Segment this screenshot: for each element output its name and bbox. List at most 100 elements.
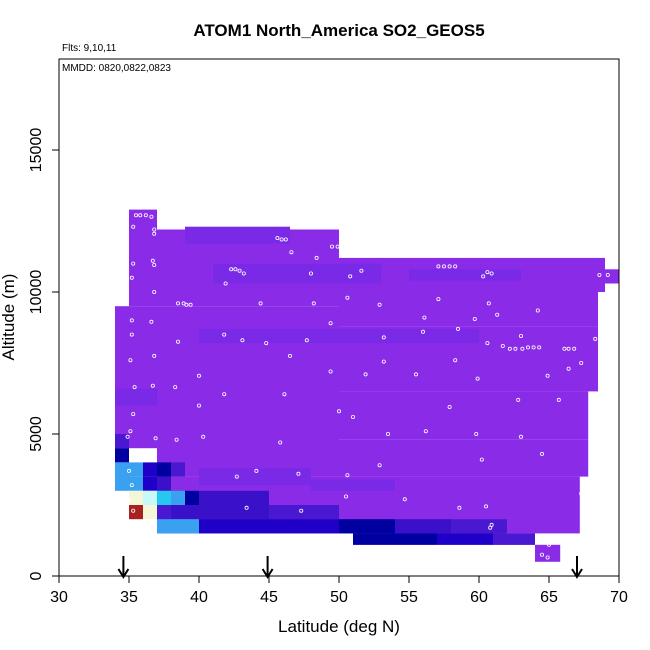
flight-point <box>513 346 518 351</box>
flight-point <box>308 271 313 276</box>
heatmap-cell <box>199 328 479 344</box>
flight-track-points <box>125 213 610 560</box>
heatmap-cell <box>269 505 339 520</box>
heatmap-cell <box>157 519 199 534</box>
flight-point <box>540 552 545 557</box>
heatmap-cell <box>339 519 395 534</box>
latitude-arrow <box>571 556 583 579</box>
flight-point <box>359 268 364 273</box>
heatmap-cell <box>157 462 171 477</box>
flight-point <box>153 436 158 441</box>
flight-point <box>133 213 138 218</box>
flight-point <box>129 318 134 323</box>
flight-point <box>520 346 525 351</box>
heatmap-cell <box>339 391 589 440</box>
flight-point <box>545 373 550 378</box>
flight-point <box>201 434 206 439</box>
flight-point <box>233 267 238 272</box>
flight-point <box>329 244 334 249</box>
flight-point <box>335 244 340 249</box>
heatmap-cell <box>129 490 143 505</box>
flight-point <box>129 275 134 280</box>
x-tick-label: 30 <box>50 589 68 606</box>
flight-point <box>605 272 610 277</box>
heatmap-cell <box>409 269 521 281</box>
flight-point <box>537 345 542 350</box>
heatmap-cell <box>157 476 171 491</box>
x-tick-label: 50 <box>330 589 348 606</box>
x-tick-label: 40 <box>190 589 208 606</box>
flight-point <box>223 281 228 286</box>
flight-point <box>229 267 234 272</box>
flight-point <box>196 403 201 408</box>
flight-point <box>481 274 486 279</box>
flight-point <box>566 346 571 351</box>
flight-point <box>385 431 390 436</box>
heatmap-cell <box>157 490 171 505</box>
flight-point <box>584 477 589 482</box>
flight-point <box>129 332 134 337</box>
flight-point <box>377 463 382 468</box>
flight-point <box>240 338 245 343</box>
flight-point <box>486 301 491 306</box>
flight-point <box>131 261 136 266</box>
flight-point <box>516 397 521 402</box>
flight-point <box>422 315 427 320</box>
flights-note: Flts: 9,10,11 <box>62 43 117 54</box>
flight-point <box>152 231 157 236</box>
flight-point <box>507 346 512 351</box>
flight-point <box>127 468 132 473</box>
flight-point <box>345 473 350 478</box>
flight-point <box>128 358 133 363</box>
flight-point <box>152 289 157 294</box>
heatmap-cell <box>115 462 129 491</box>
flight-point <box>597 272 602 277</box>
flight-point <box>234 474 239 479</box>
flight-point <box>282 392 287 397</box>
flight-point <box>519 434 524 439</box>
flight-point <box>152 262 157 267</box>
flight-point <box>241 271 246 276</box>
flight-point <box>402 497 407 502</box>
heatmap-cell <box>213 263 381 284</box>
flight-point <box>547 542 552 547</box>
flight-point <box>175 339 180 344</box>
flight-point <box>150 258 155 263</box>
flight-point <box>289 250 294 255</box>
flight-point <box>350 414 355 419</box>
dates-note: MMDD: 0820,0822,0823 <box>62 63 171 74</box>
flight-point <box>278 440 283 445</box>
heatmap-cell <box>185 226 290 244</box>
flight-point <box>363 372 368 377</box>
flight-point <box>244 505 249 510</box>
flight-point <box>254 468 259 473</box>
flight-point <box>579 491 584 496</box>
y-tick-label: 15000 <box>28 128 45 173</box>
flight-point <box>222 332 227 337</box>
flight-point <box>475 376 480 381</box>
flight-point <box>264 341 269 346</box>
flight-point <box>173 385 178 390</box>
heatmap-cell <box>493 533 535 545</box>
flight-point <box>184 302 189 307</box>
flight-point <box>562 346 567 351</box>
flight-point <box>447 264 452 269</box>
heatmap-cell <box>171 462 185 477</box>
y-axis: 0 5000 10000 15000 <box>28 128 59 580</box>
flight-point <box>441 264 446 269</box>
latitude-arrows <box>117 556 583 579</box>
heatmap-cell <box>185 490 199 505</box>
heatmap-cell <box>143 490 157 505</box>
flight-point <box>149 214 154 219</box>
flight-point <box>453 358 458 363</box>
flight-point <box>436 297 441 302</box>
heatmap-cell <box>269 519 339 534</box>
flight-point <box>485 270 490 275</box>
heatmap-cell <box>451 519 507 534</box>
flight-point <box>455 326 460 331</box>
heatmap-cell <box>171 505 269 520</box>
flight-point <box>128 429 133 434</box>
x-tick-label: 55 <box>400 589 418 606</box>
latitude-arrow <box>117 556 130 579</box>
